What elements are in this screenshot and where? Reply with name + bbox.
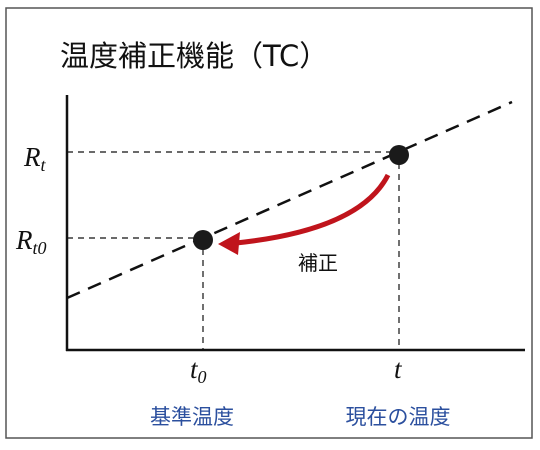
- x-label-sub: 0: [198, 367, 207, 387]
- correction-arrow: [235, 173, 391, 246]
- y-label: Rt0: [15, 225, 47, 258]
- point: [193, 230, 213, 250]
- y-label: Rt: [23, 142, 47, 175]
- y-label-main: R: [23, 142, 41, 172]
- arrow-label: 補正: [298, 251, 338, 275]
- x-label-main: t: [394, 354, 403, 384]
- bottom-label: 現在の温度: [346, 405, 451, 429]
- title: 温度補正機能（TC）: [60, 39, 328, 73]
- arrow-head: [218, 232, 240, 255]
- characteristic-line: [66, 100, 513, 300]
- bottom-label: 基準温度: [150, 405, 234, 429]
- y-label-sub: t0: [33, 238, 47, 258]
- x-label: t0: [190, 354, 207, 387]
- y-label-main: R: [15, 225, 33, 255]
- x-label-main: t: [190, 354, 199, 384]
- point: [389, 145, 409, 165]
- y-label-sub: t: [41, 155, 47, 175]
- x-label: t: [394, 354, 403, 384]
- frame: [5, 7, 533, 439]
